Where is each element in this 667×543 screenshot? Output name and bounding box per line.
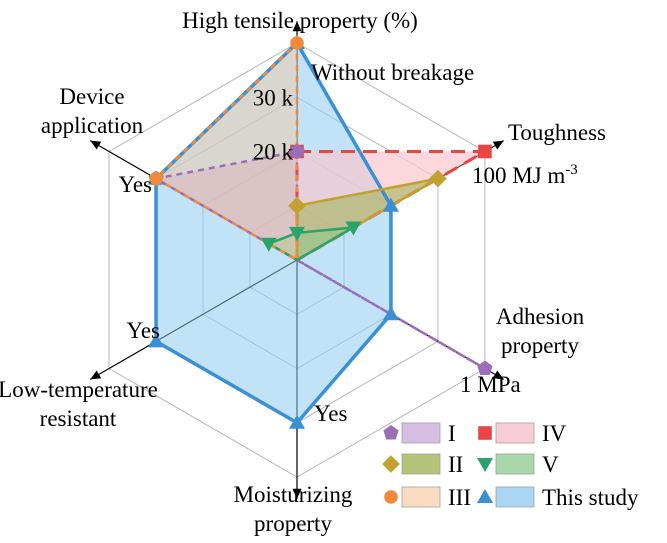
legend-label-6: This study [542, 485, 639, 510]
legend-label-5: V [542, 452, 559, 477]
legend-marker-3 [384, 490, 398, 504]
axis-arrow-2 [492, 140, 504, 150]
series-line-3 [154, 41, 299, 262]
axis-label-1-line-1: High tensile property (%) [182, 8, 418, 33]
series-line-5 [267, 226, 355, 262]
axis-arrow-5 [90, 370, 102, 380]
legend-label-4: IV [542, 421, 567, 446]
data-point-5-1 [289, 226, 305, 241]
data-point-6-3 [382, 306, 399, 321]
legend-swatch-2 [401, 453, 441, 475]
label-layer: High tensile property (%) Toughness Adhesi… [0, 8, 606, 536]
legend-swatch-6 [495, 486, 535, 508]
legend-marker-2 [382, 455, 400, 473]
series-layer [154, 41, 487, 425]
data-point-4-2 [478, 144, 492, 159]
data-point-1-1 [289, 143, 305, 158]
axis-label-6-line-1: Device [59, 84, 124, 109]
data-point-6-4 [289, 414, 305, 429]
data-point-3-1 [290, 36, 304, 50]
axis-label-4-line-1: Moisturizing [234, 482, 353, 507]
axis-end-label-5: Yes [127, 318, 161, 343]
axis-label-4-line-2: property [254, 511, 332, 536]
legend-swatch-1 [401, 422, 441, 444]
axis-label-3-line-1: Adhesion [496, 304, 585, 329]
legend-marker-6 [477, 489, 493, 503]
series-area-3 [156, 43, 297, 260]
data-point-6-5 [148, 333, 165, 348]
data-point-6-2 [382, 197, 399, 212]
axis-arrow-4 [292, 488, 302, 499]
axis-end-label-3: 1 MPa [460, 372, 521, 397]
legend-marker-4 [478, 426, 492, 440]
axis-end-label-2: 100 MJ m-3 [472, 162, 578, 188]
legend-swatch-3 [401, 486, 441, 508]
axis-arrow-6 [90, 140, 102, 150]
data-point-1-3 [477, 360, 493, 375]
axis-end-label-4: Yes [314, 401, 348, 426]
axis-label-6-line-2: application [41, 113, 144, 138]
axis-arrow-3 [492, 370, 504, 380]
legend-marker-5 [477, 458, 493, 472]
tick-label-1: 20 k [253, 140, 294, 165]
data-point-5-6 [260, 237, 277, 252]
tick-label-2: 30 k [253, 85, 294, 110]
axis-label-3-line-2: property [501, 333, 579, 358]
series-area-5 [268, 227, 354, 260]
data-point-2-2 [429, 169, 447, 188]
data-point-5-2 [345, 221, 362, 236]
legend-label-1: I [448, 421, 456, 446]
axis-arrow-1 [292, 21, 302, 32]
axis-end-label-1: Without breakage [311, 60, 474, 85]
data-point-3-6 [149, 171, 163, 186]
axis-label-5-line-2: resistant [40, 406, 117, 431]
legend-swatch-4 [495, 422, 535, 444]
legend-label-2: II [448, 452, 463, 477]
axis-label-5-line-1: Low-temperature [0, 377, 158, 402]
marker-layer [148, 35, 493, 429]
data-point-2-1 [288, 196, 306, 215]
legend-label-3: III [448, 485, 471, 510]
legend-marker-1 [383, 425, 399, 440]
series-area-1 [156, 151, 485, 369]
axis-end-label-6: Yes [119, 172, 153, 197]
axis-label-2-line-1: Toughness [508, 120, 606, 145]
legend-swatch-5 [495, 453, 535, 475]
